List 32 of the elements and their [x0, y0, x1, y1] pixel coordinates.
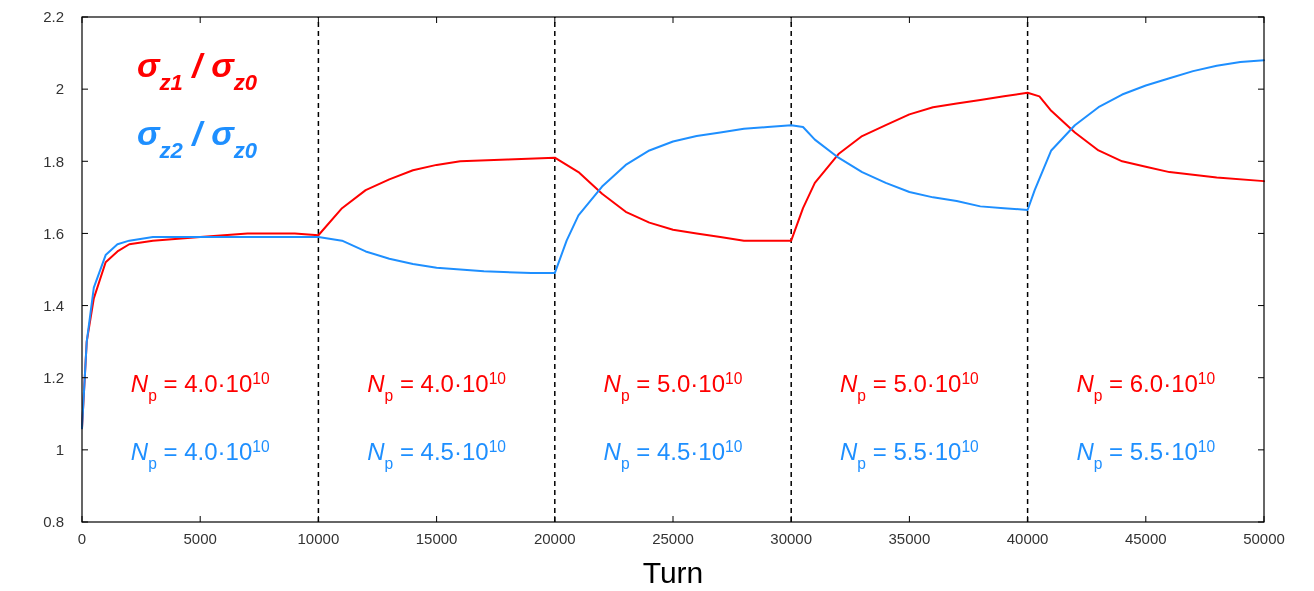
annotation: N$_{p}$ = 5.5·10$^{10}$ [1076, 437, 1216, 472]
annotation: N$_{p}$ = 5.0·10$^{10}$ [840, 369, 980, 404]
annotation: N$_{p}$ = 5.5·10$^{10}$ [840, 437, 980, 472]
x-tick-label: 25000 [652, 530, 694, 547]
y-tick-label: 2 [55, 80, 64, 98]
x-tick-label: 45000 [1124, 530, 1167, 547]
y-tick-label: 1.4 [43, 296, 64, 314]
x-axis-title: Turn [642, 556, 704, 589]
annotation: N$_{p}$ = 4.0·10$^{10}$ [130, 369, 270, 404]
x-tick-label: 0 [77, 530, 87, 547]
y-tick-label: 1.2 [43, 368, 64, 386]
x-tick-label: 35000 [888, 530, 931, 547]
y-tick-label: 1.8 [43, 152, 64, 170]
annotation: N$_{p}$ = 4.5·10$^{10}$ [367, 437, 507, 472]
x-tick-label: 20000 [533, 530, 576, 547]
x-tick-label: 50000 [1243, 530, 1285, 547]
x-tick-label: 40000 [1006, 530, 1049, 547]
annotation: N$_{p}$ = 4.5·10$^{10}$ [603, 437, 743, 472]
x-tick-label: 30000 [770, 530, 813, 547]
y-tick-label: 1.6 [43, 224, 64, 242]
text: σ$_{z2}$ / σ$_{z0}$ [137, 114, 258, 163]
x-tick-label: 10000 [297, 530, 340, 547]
y-tick-label: 1 [55, 441, 64, 459]
y-tick-label: 2.2 [43, 8, 64, 26]
y-tick-label: 0.8 [43, 513, 64, 531]
x-tick-label: 15000 [415, 530, 458, 547]
annotation: N$_{p}$ = 4.0·10$^{10}$ [130, 437, 270, 472]
text: σ$_{z1}$ / σ$_{z0}$ [137, 46, 258, 95]
annotation: N$_{p}$ = 5.0·10$^{10}$ [603, 369, 743, 404]
annotation: N$_{p}$ = 4.0·10$^{10}$ [367, 369, 507, 404]
x-tick-label: 5000 [183, 530, 217, 547]
annotation: N$_{p}$ = 6.0·10$^{10}$ [1076, 369, 1216, 404]
